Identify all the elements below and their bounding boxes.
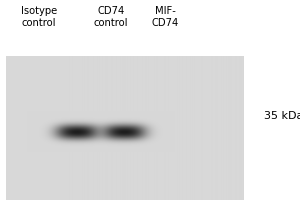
Text: CD74
control: CD74 control [94, 6, 128, 28]
Text: Isotype
control: Isotype control [21, 6, 57, 28]
Text: MIF-
CD74: MIF- CD74 [152, 6, 178, 28]
Text: 35 kDa: 35 kDa [264, 111, 300, 121]
